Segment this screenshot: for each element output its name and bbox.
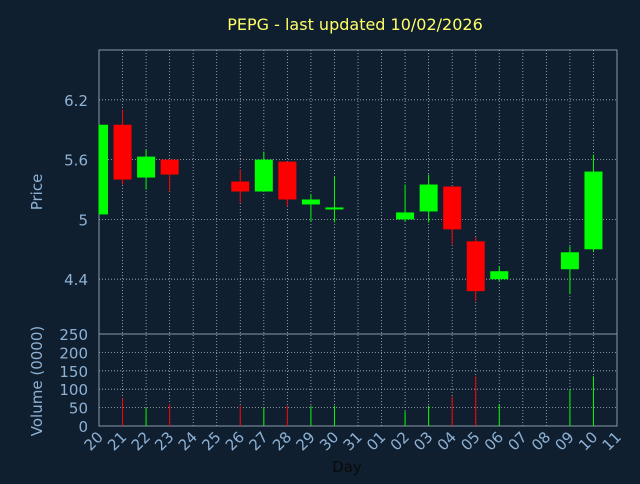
candle-body-30 <box>325 207 344 210</box>
x-tick-label: 10 <box>575 428 601 454</box>
price-tick-label: 5.6 <box>64 152 88 170</box>
candle-body-27 <box>254 159 273 192</box>
x-tick-label: 11 <box>599 428 625 454</box>
candle-body-23 <box>160 159 179 175</box>
x-tick-label: 26 <box>222 428 248 454</box>
x-tick-label: 07 <box>504 428 530 454</box>
price-axis: 4.4 5 5.6 6.2 <box>64 92 88 289</box>
candles <box>98 109 603 302</box>
volume-tick-label: 200 <box>59 344 88 362</box>
x-tick-label: 24 <box>175 428 201 454</box>
volume-tick-label: 250 <box>59 326 88 344</box>
x-tick-label: 27 <box>245 428 271 454</box>
x-tick-label: 21 <box>104 428 130 454</box>
x-tick-label: 23 <box>151 428 177 454</box>
volume-tick-label: 0 <box>78 418 88 436</box>
candle-body-20 <box>99 124 108 215</box>
candle-body-06 <box>490 271 509 280</box>
x-axis-label: Day <box>332 458 362 476</box>
x-tick-label: 22 <box>128 428 154 454</box>
candle-body-10 <box>584 171 603 250</box>
y-axis-label: Price <box>28 174 46 211</box>
candle-body-09 <box>560 252 579 270</box>
x-axis: 2021222324252627282930310102030405060708… <box>81 428 625 454</box>
x-tick-label: 09 <box>552 428 578 454</box>
candle-body-05 <box>466 241 485 292</box>
volume-panel-frame <box>98 333 618 427</box>
candle-body-02 <box>396 212 415 220</box>
chart-title: PEPG - last updated 10/02/2026 <box>227 15 483 34</box>
x-tick-label: 04 <box>434 428 460 454</box>
x-tick-label: 30 <box>316 428 342 454</box>
x-tick-label: 29 <box>293 428 319 454</box>
volume-tick-label: 100 <box>59 381 88 399</box>
candle-body-22 <box>137 156 156 178</box>
candle-body-21 <box>113 124 132 180</box>
x-tick-label: 31 <box>340 428 366 454</box>
x-tick-label: 02 <box>387 428 413 454</box>
x-tick-label: 06 <box>481 428 507 454</box>
volume-axis-label: Volume (0000) <box>28 326 46 436</box>
volume-bars <box>122 376 594 426</box>
candle-body-28 <box>278 161 297 200</box>
candle-body-03 <box>419 184 438 212</box>
candle-body-26 <box>231 181 250 192</box>
price-tick-label: 6.2 <box>64 92 88 110</box>
x-tick-label: 01 <box>363 428 389 454</box>
price-tick-label: 4.4 <box>64 271 88 289</box>
candle-body-04 <box>443 186 462 230</box>
x-tick-label: 08 <box>528 428 554 454</box>
volume-tick-label: 150 <box>59 363 88 381</box>
x-tick-label: 05 <box>457 428 483 454</box>
price-tick-label: 5 <box>78 211 88 229</box>
x-tick-label: 03 <box>410 428 436 454</box>
volume-tick-label: 50 <box>69 400 88 418</box>
x-tick-label: 25 <box>198 428 224 454</box>
grid-lines <box>99 50 617 426</box>
x-tick-label: 28 <box>269 428 295 454</box>
candle-body-29 <box>301 199 320 205</box>
